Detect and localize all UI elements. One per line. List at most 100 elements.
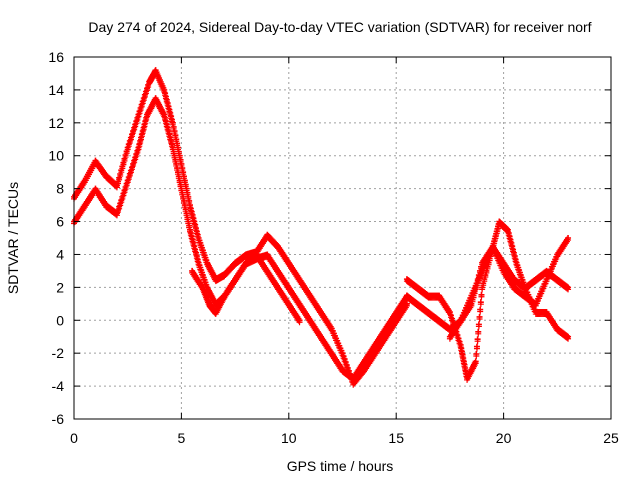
data-point-overlap (132, 123, 139, 130)
data-point-overlap (480, 282, 487, 289)
y-tick-label: -2 (52, 345, 65, 361)
series-track-f (446, 243, 572, 342)
data-point-overlap (117, 172, 124, 179)
data-point-overlap (130, 130, 137, 137)
data-point-overlap (142, 120, 149, 127)
series-track-b (71, 95, 410, 383)
data-point-overlap (137, 139, 144, 146)
data-point-overlap (125, 143, 132, 150)
data-point-overlap (134, 116, 141, 123)
data-point-overlap (122, 154, 129, 161)
x-tick-label: 20 (496, 430, 512, 446)
data-point-overlap (342, 361, 349, 368)
data-point-overlap (133, 120, 140, 127)
x-tick-label: 15 (388, 430, 404, 446)
y-tick-label: 6 (56, 214, 64, 230)
data-point-overlap (473, 353, 480, 360)
data-point-overlap (117, 202, 124, 209)
data-point-overlap (565, 286, 572, 293)
data-point-overlap (131, 126, 138, 133)
data-point-overlap (118, 199, 125, 206)
data-point-overlap (145, 83, 152, 90)
data-point-overlap (339, 352, 346, 359)
chart-title: Day 274 of 2024, Sidereal Day-to-day VTE… (88, 19, 591, 35)
data-point-overlap (141, 123, 148, 130)
data-point-overlap (116, 205, 123, 212)
y-tick-label: 10 (48, 148, 64, 164)
data-point-overlap (131, 159, 138, 166)
x-tick-label: 0 (70, 430, 78, 446)
y-tick-label: 16 (48, 49, 64, 65)
data-point-overlap (113, 212, 120, 219)
data-point-overlap (126, 139, 133, 146)
y-tick-label: 14 (48, 82, 64, 98)
data-point-overlap (403, 302, 410, 309)
data-point-overlap (475, 323, 482, 330)
data-point-overlap (118, 169, 125, 176)
data-point-overlap (139, 100, 146, 107)
data-point-overlap (565, 237, 572, 243)
grid-layer (74, 57, 611, 419)
data-point-overlap (477, 301, 484, 308)
data-point-overlap (563, 285, 570, 292)
data-point-overlap (477, 308, 484, 315)
axis-layer (73, 56, 612, 420)
data-point-overlap (140, 97, 147, 104)
y-tick-label: -6 (52, 411, 65, 427)
data-point-overlap (123, 182, 130, 189)
data-point-overlap (127, 136, 134, 143)
data-point-overlap (141, 93, 148, 100)
x-tick-label: 25 (603, 430, 619, 446)
data-point-overlap (476, 315, 483, 322)
data-point-overlap (113, 184, 120, 191)
series-track-c (189, 251, 303, 326)
data-point-overlap (136, 110, 143, 117)
series-track-e (403, 235, 572, 334)
data-point-overlap (296, 319, 303, 326)
data-point-overlap (136, 143, 143, 150)
data-point-overlap (119, 165, 126, 172)
data-point-overlap (128, 133, 135, 140)
data-point-overlap (143, 116, 150, 123)
x-tick-label: 5 (178, 430, 186, 446)
data-point-overlap (128, 166, 135, 173)
data-point-overlap (475, 330, 482, 337)
data-point-overlap (120, 161, 127, 168)
data-point-overlap (120, 192, 127, 199)
data-point-overlap (140, 126, 147, 133)
data-point-overlap (474, 338, 481, 345)
data-point-overlap (124, 146, 131, 153)
y-axis-label: SDTVAR / TECUs (5, 182, 21, 294)
data-point-overlap (137, 107, 144, 114)
tick-label-layer: 0 5 10 15 20 25 -6 -4 -2 0 2 4 6 8 10 12 14 16 (48, 49, 619, 446)
data-point-overlap (472, 360, 479, 367)
data-point-overlap (479, 286, 486, 293)
data-point-overlap (133, 153, 140, 160)
series-track-a (71, 67, 410, 388)
data-point-overlap (123, 150, 130, 157)
data-point-overlap (138, 136, 145, 143)
data-point-overlap (135, 113, 142, 120)
data-point-overlap (132, 156, 139, 163)
plot-frame (73, 56, 612, 420)
data-point-overlap (478, 293, 485, 300)
data-point-overlap (481, 278, 488, 285)
data-point-overlap (127, 169, 134, 176)
data-point-overlap (563, 334, 570, 341)
data-point-overlap (473, 345, 480, 352)
data-point-overlap (119, 195, 126, 202)
data-point-overlap (134, 149, 141, 156)
y-tick-label: 12 (48, 115, 64, 131)
data-point-overlap (565, 335, 572, 342)
y-tick-label: 4 (56, 246, 64, 262)
data-point-overlap (124, 179, 131, 186)
data-point-overlap (341, 358, 348, 365)
data-point-overlap (482, 274, 489, 281)
data-point-overlap (135, 146, 142, 153)
data-point-overlap (139, 130, 146, 137)
y-tick-label: 0 (56, 312, 64, 328)
y-tick-label: 2 (56, 279, 64, 295)
data-point-overlap (343, 364, 350, 371)
series-track-d (403, 218, 572, 383)
y-tick-label: -4 (52, 378, 65, 394)
